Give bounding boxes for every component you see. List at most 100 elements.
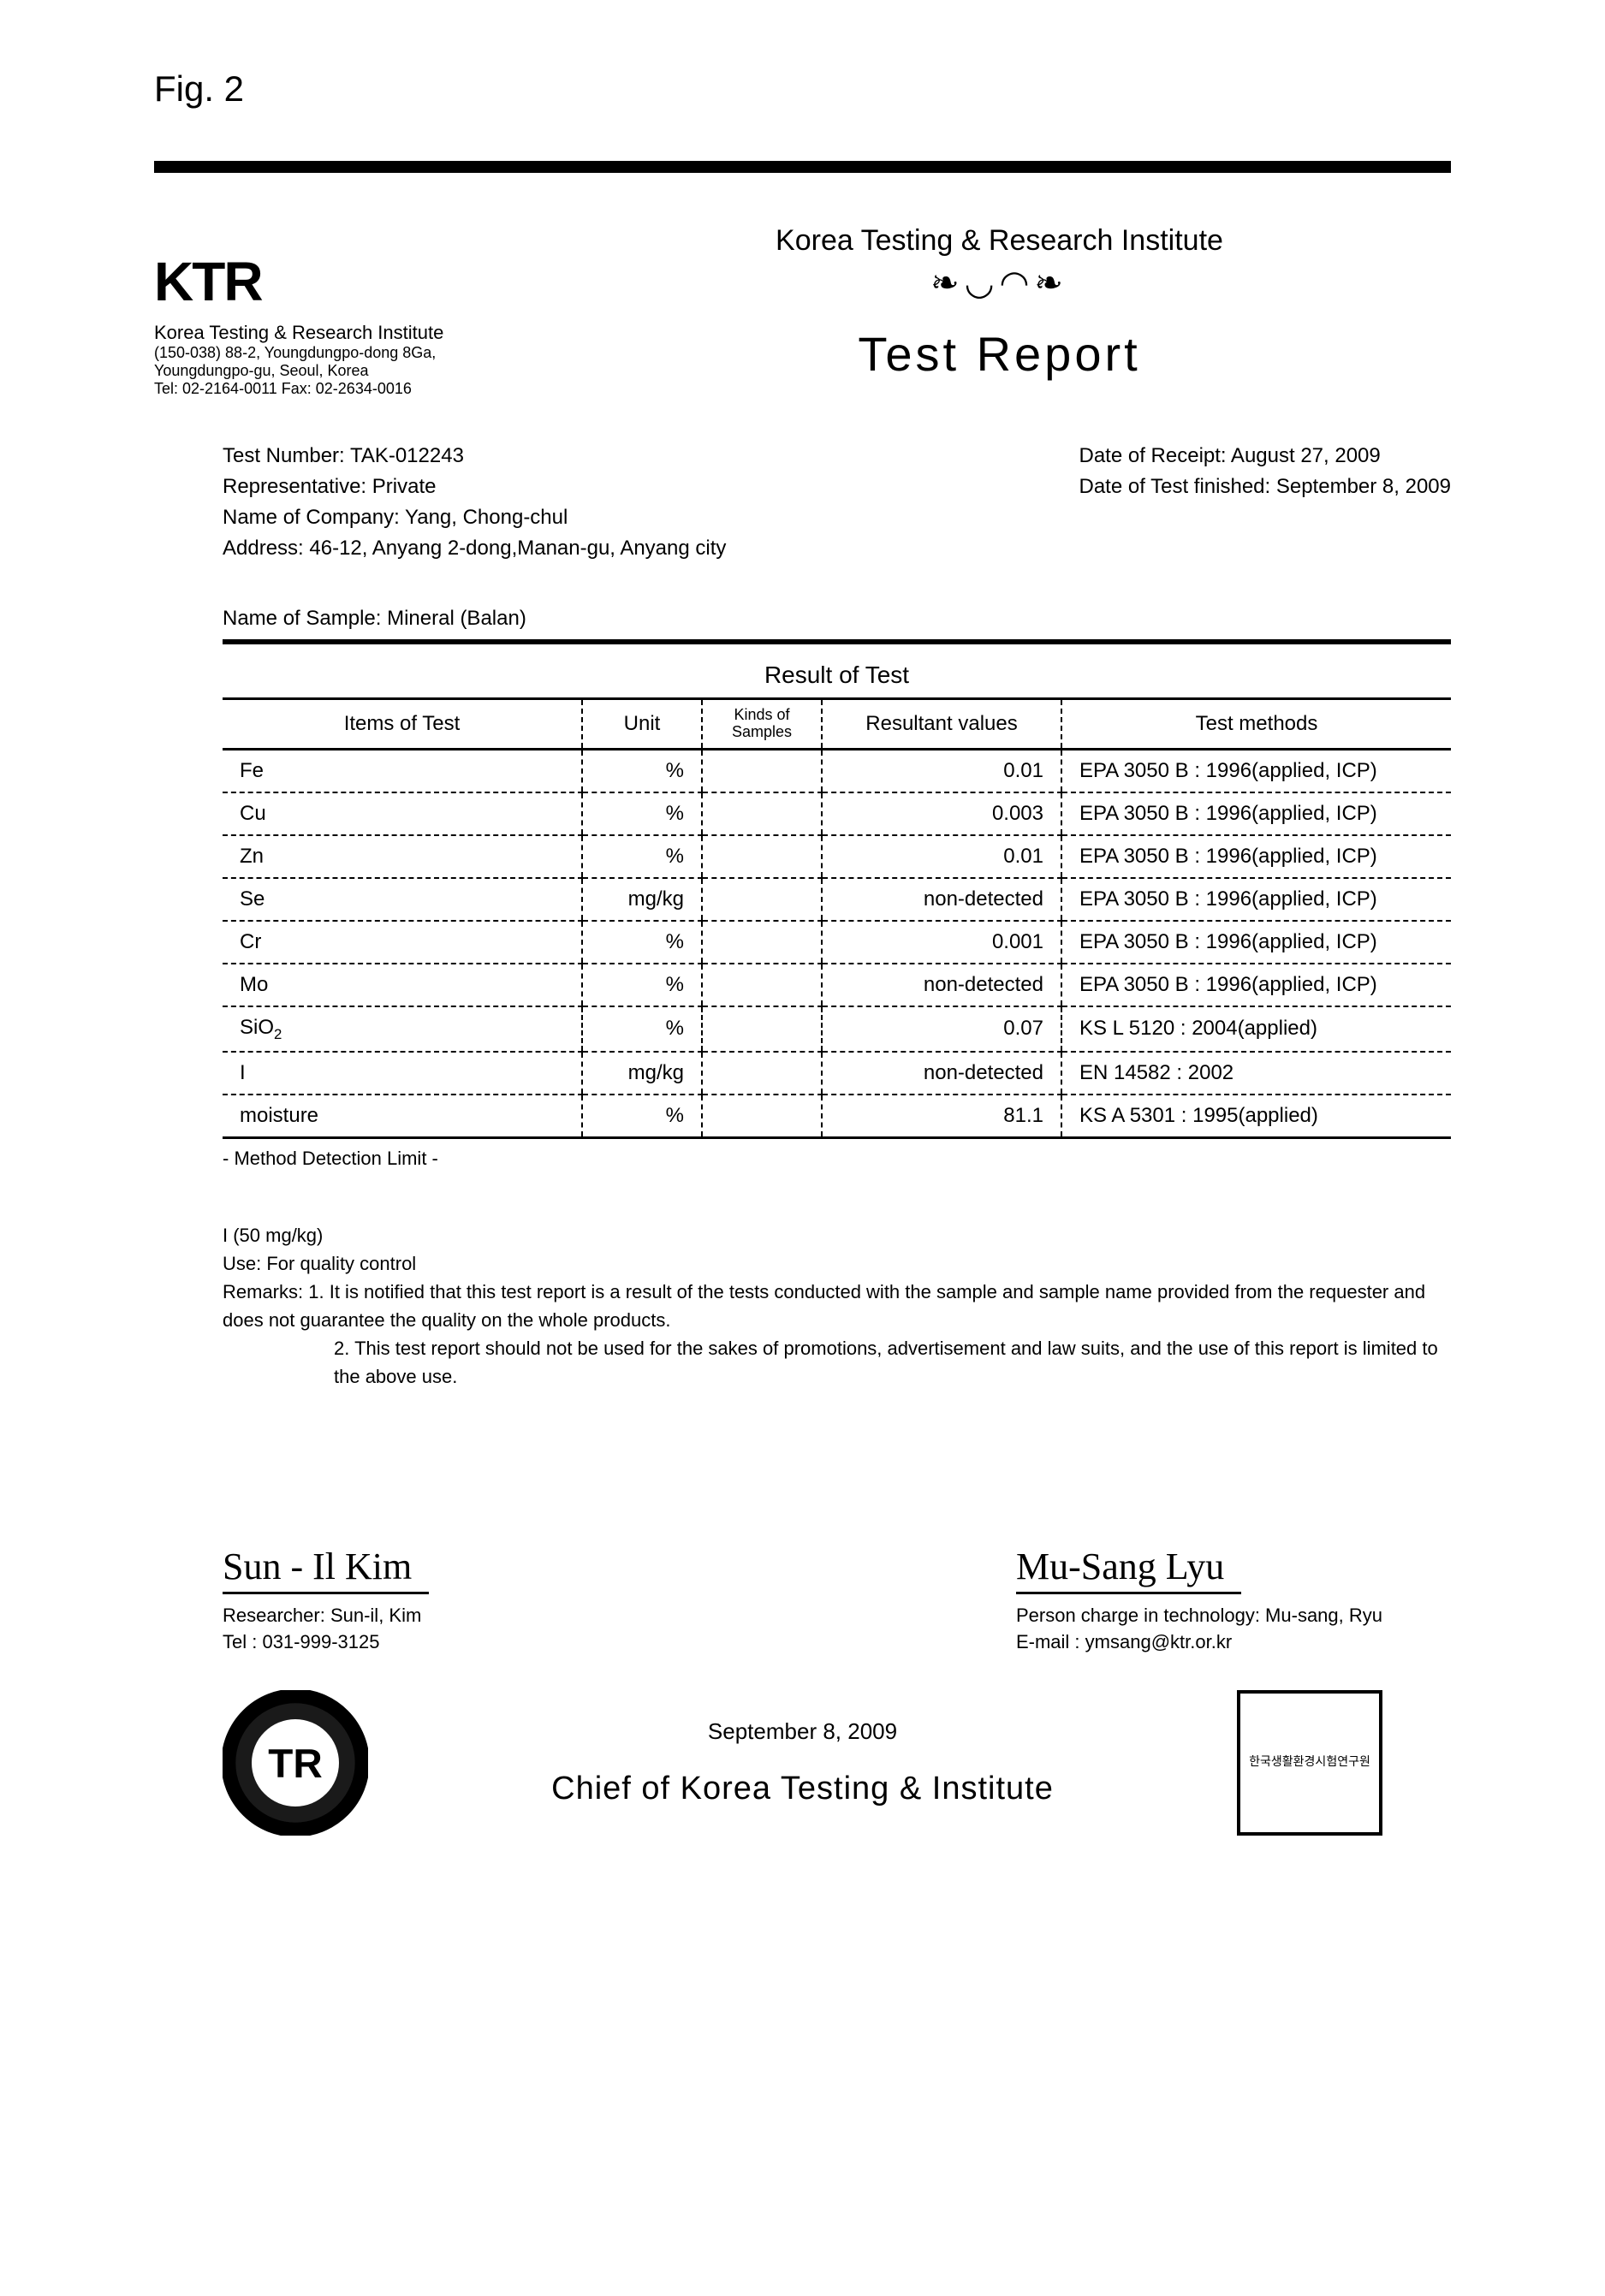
logo-line4: Tel: 02-2164-0011 Fax: 02-2634-0016	[154, 380, 548, 398]
cell-value: 0.01	[822, 749, 1061, 792]
cell-unit: %	[582, 921, 702, 964]
logo-line2: (150-038) 88-2, Youngdungpo-dong 8Ga,	[154, 344, 548, 362]
table-header-row: Items of Test Unit Kinds of Samples Resu…	[223, 699, 1451, 750]
table-row: Mo% non-detectedEPA 3050 B : 1996(applied…	[223, 964, 1451, 1006]
cell-unit: %	[582, 749, 702, 792]
cell-value: non-detected	[822, 1052, 1061, 1095]
representative: Representative: Private	[223, 472, 726, 502]
remark-2-text: This test report should not be used for …	[334, 1338, 1438, 1387]
table-row: Semg/kgnon-detectedEPA 3050 B : 1996(app…	[223, 878, 1451, 921]
seal-left-text: TR	[268, 1741, 322, 1787]
sample-name: Name of Sample: Mineral (Balan)	[223, 607, 1451, 631]
cell-kinds	[702, 921, 822, 964]
table-row: moisture%81.1KS A 5301 : 1995(applied)	[223, 1095, 1451, 1138]
footer-center: September 8, 2009 Chief of Korea Testing…	[402, 1718, 1203, 1807]
table-row: Fe% 0.01EPA 3050 B : 1996(applied, ICP)	[223, 749, 1451, 792]
remark-2-label: 2.	[334, 1334, 349, 1362]
researcher-tel: Tel : 031-999-3125	[223, 1629, 429, 1656]
result-title: Result of Test	[223, 662, 1451, 689]
cell-unit: mg/kg	[582, 1052, 702, 1095]
cell-method: KS A 5301 : 1995(applied)	[1061, 1095, 1451, 1138]
col-items: Items of Test	[223, 699, 582, 750]
cell-kinds	[702, 1006, 822, 1053]
ktr-logo-text: KTR	[154, 250, 262, 313]
cell-method: EN 14582 : 2002	[1061, 1052, 1451, 1095]
table-row: SiO2% 0.07KS L 5120 : 2004(applied)	[223, 1006, 1451, 1053]
address: Address: 46-12, Anyang 2-dong,Manan-gu, …	[223, 533, 726, 564]
cell-value: 0.003	[822, 792, 1061, 835]
remark-1: Remarks: 1. It is notified that this tes…	[223, 1278, 1451, 1334]
cell-kinds	[702, 878, 822, 921]
remark-2: 2. This test report should not be used f…	[334, 1334, 1451, 1391]
cell-item: I	[223, 1052, 582, 1095]
cell-method: EPA 3050 B : 1996(applied, ICP)	[1061, 878, 1451, 921]
cell-item: Fe	[223, 749, 582, 792]
center-heading: Korea Testing & Research Institute ❧◡◠❧ …	[548, 224, 1451, 382]
detection-limit-note: - Method Detection Limit -	[223, 1148, 1451, 1170]
footer-date: September 8, 2009	[402, 1718, 1203, 1745]
cell-item: moisture	[223, 1095, 582, 1138]
cell-unit: %	[582, 792, 702, 835]
report-title: Test Report	[548, 326, 1451, 382]
footer-row: TR September 8, 2009 Chief of Korea Test…	[223, 1690, 1382, 1836]
meta-left: Test Number: TAK-012243 Representative: …	[223, 441, 726, 564]
logo-line3: Youngdungpo-gu, Seoul, Korea	[154, 362, 548, 380]
col-values: Resultant values	[822, 699, 1061, 750]
researcher-signature: Sun - Il Kim	[223, 1545, 429, 1594]
cell-method: EPA 3050 B : 1996(applied, ICP)	[1061, 749, 1451, 792]
cell-unit: %	[582, 1006, 702, 1053]
cell-value: non-detected	[822, 964, 1061, 1006]
logo-block: KTR Korea Testing & Research Institute (…	[154, 224, 548, 398]
remark-1-text: It is notified that this test report is …	[223, 1281, 1425, 1331]
researcher-role: Researcher: Sun-il, Kim	[223, 1603, 429, 1629]
cell-item: SiO2	[223, 1006, 582, 1053]
cell-kinds	[702, 792, 822, 835]
table-row: Zn%0.01EPA 3050 B : 1996(applied, ICP)	[223, 835, 1451, 878]
seal-left-icon: TR	[223, 1690, 368, 1836]
signature-right: Mu-Sang Lyu Person charge in technology:…	[1016, 1545, 1382, 1656]
cell-unit: %	[582, 1095, 702, 1138]
cell-unit: mg/kg	[582, 878, 702, 921]
cell-method: EPA 3050 B : 1996(applied, ICP)	[1061, 792, 1451, 835]
col-methods: Test methods	[1061, 699, 1451, 750]
meta-right: Date of Receipt: August 27, 2009 Date of…	[1079, 441, 1452, 564]
cell-value: non-detected	[822, 878, 1061, 921]
institute-name: Korea Testing & Research Institute	[548, 224, 1451, 258]
table-row: Cr%0.001EPA 3050 B : 1996(applied, ICP)	[223, 921, 1451, 964]
cell-kinds	[702, 1095, 822, 1138]
cell-item: Zn	[223, 835, 582, 878]
cell-value: 0.01	[822, 835, 1061, 878]
notes-block: I (50 mg/kg) Use: For quality control Re…	[223, 1221, 1451, 1391]
logo-line1: Korea Testing & Research Institute	[154, 322, 548, 344]
cell-item: Cu	[223, 792, 582, 835]
tech-role: Person charge in technology: Mu-sang, Ry…	[1016, 1603, 1382, 1629]
result-table-wrap: Result of Test Items of Test Unit Kinds …	[223, 662, 1451, 1139]
cell-value: 0.07	[822, 1006, 1061, 1053]
date-finished: Date of Test finished: September 8, 2009	[1079, 472, 1452, 502]
cell-unit: %	[582, 964, 702, 1006]
top-rule	[154, 161, 1451, 173]
remark-1-label: Remarks: 1.	[223, 1278, 324, 1306]
mdl-line: I (50 mg/kg)	[223, 1221, 1451, 1249]
letterhead: KTR Korea Testing & Research Institute (…	[154, 224, 1451, 398]
footer-chief: Chief of Korea Testing & Institute	[402, 1771, 1203, 1807]
cell-unit: %	[582, 835, 702, 878]
col-kinds: Kinds of Samples	[702, 699, 822, 750]
table-row: Cu% 0.003EPA 3050 B : 1996(applied, ICP)	[223, 792, 1451, 835]
cell-method: KS L 5120 : 2004(applied)	[1061, 1006, 1451, 1053]
meta-row: Test Number: TAK-012243 Representative: …	[223, 441, 1451, 564]
signature-row: Sun - Il Kim Researcher: Sun-il, Kim Tel…	[223, 1545, 1382, 1656]
tech-signature: Mu-Sang Lyu	[1016, 1545, 1241, 1594]
cell-method: EPA 3050 B : 1996(applied, ICP)	[1061, 964, 1451, 1006]
date-receipt: Date of Receipt: August 27, 2009	[1079, 441, 1452, 472]
cell-item: Mo	[223, 964, 582, 1006]
cell-item: Cr	[223, 921, 582, 964]
cell-kinds	[702, 964, 822, 1006]
company-name: Name of Company: Yang, Chong-chul	[223, 502, 726, 533]
cell-kinds	[702, 1052, 822, 1095]
cell-kinds	[702, 835, 822, 878]
cell-value: 0.001	[822, 921, 1061, 964]
section-rule	[223, 639, 1451, 644]
use-line: Use: For quality control	[223, 1249, 1451, 1278]
seal-right-text: 한국생활환경시험연구원	[1249, 1756, 1370, 1769]
